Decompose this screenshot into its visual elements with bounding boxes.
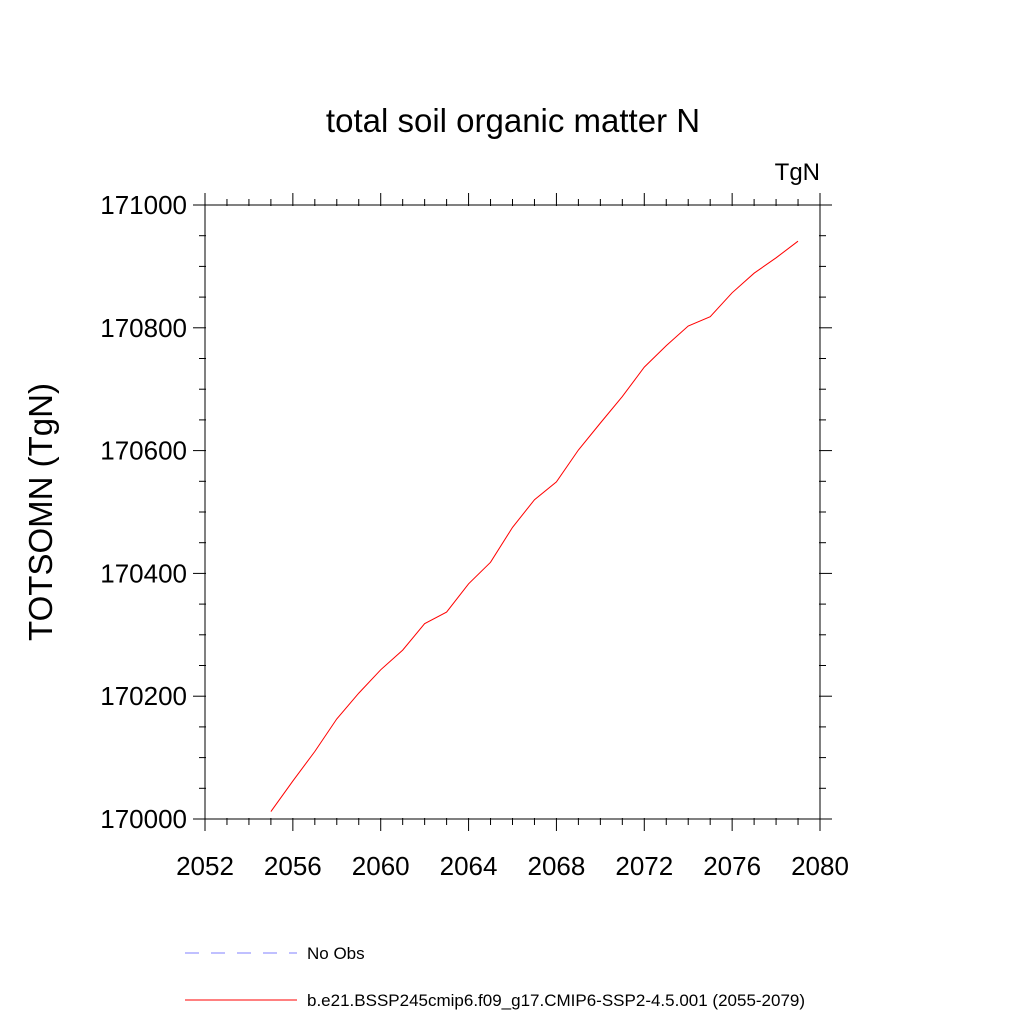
- x-tick-label: 2080: [791, 851, 849, 881]
- x-tick-label: 2056: [264, 851, 322, 881]
- minor-ticks: [199, 199, 826, 825]
- y-tick-label: 170000: [100, 804, 187, 834]
- legend: No Obs b.e21.BSSP245cmip6.f09_g17.CMIP6-…: [185, 944, 805, 1010]
- x-tick-label: 2052: [176, 851, 234, 881]
- series-line-0: [270, 240, 799, 812]
- y-tick-label: 170400: [100, 558, 187, 588]
- major-ticks: [193, 193, 832, 831]
- x-tick-label: 2072: [615, 851, 673, 881]
- y-tick-label: 170800: [100, 313, 187, 343]
- y-tick-label: 170600: [100, 436, 187, 466]
- x-tick-label: 2060: [352, 851, 410, 881]
- chart-title: total soil organic matter N: [326, 102, 700, 139]
- units-label: TgN: [775, 159, 820, 186]
- legend-label-no-obs: No Obs: [307, 944, 365, 963]
- x-tick-label: 2068: [528, 851, 586, 881]
- x-tick-labels: 2052 2056 2060 2064 2068 2072 2076 2080: [176, 851, 849, 881]
- series-lines: [270, 240, 799, 812]
- y-tick-label: 171000: [100, 190, 187, 220]
- y-tick-label: 170200: [100, 681, 187, 711]
- y-axis-label: TOTSOMN (TgN): [22, 383, 59, 641]
- y-tick-labels: 170000 170200 170400 170600 170800 171000: [100, 190, 187, 834]
- x-tick-label: 2064: [440, 851, 498, 881]
- x-tick-label: 2076: [703, 851, 761, 881]
- legend-label-model: b.e21.BSSP245cmip6.f09_g17.CMIP6-SSP2-4.…: [307, 991, 805, 1010]
